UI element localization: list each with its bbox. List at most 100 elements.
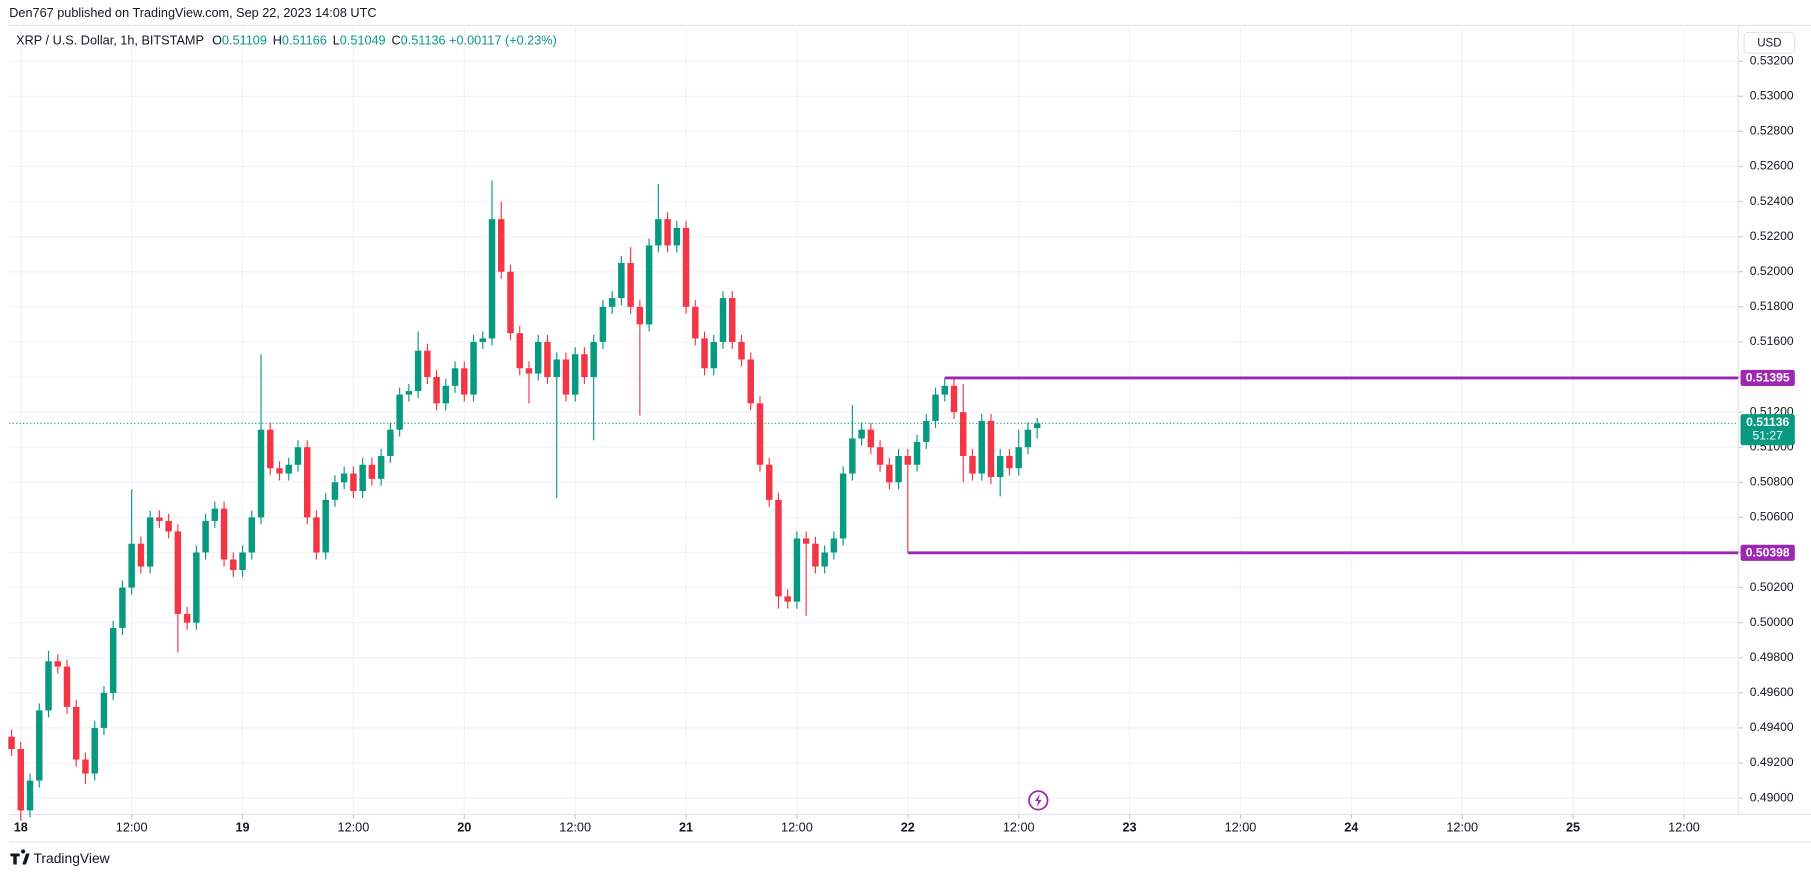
legend-value: 0.51109	[222, 34, 267, 48]
x-tick-label: 12:00	[338, 820, 370, 834]
candle-body	[387, 429, 394, 456]
candle-body	[756, 403, 764, 465]
candle-body	[322, 499, 329, 553]
countdown: 51:27	[1753, 428, 1784, 442]
price-tag	[1740, 414, 1795, 446]
candle-body	[645, 245, 653, 325]
y-tick-label: 0.53000	[1750, 89, 1794, 103]
candle-body	[1006, 455, 1013, 469]
candle-body	[54, 661, 61, 667]
legend-label: O	[212, 34, 222, 48]
brand-logo	[10, 849, 30, 865]
candle-body	[230, 559, 237, 571]
candle-body	[285, 464, 292, 474]
candle-body	[960, 412, 967, 456]
candle-body	[996, 455, 1004, 478]
candle-body	[581, 354, 588, 378]
candle-body	[119, 587, 126, 628]
legend-label: C	[391, 34, 400, 48]
candle-body	[405, 391, 413, 395]
candle-body	[488, 219, 496, 339]
candle-body	[1033, 423, 1041, 429]
candle-body	[193, 552, 200, 623]
symbol-legend: XRP / U.S. Dollar, 1h, BITSTAMP O0.51109…	[16, 34, 557, 48]
candle-body	[729, 298, 736, 342]
candle-body	[1015, 447, 1022, 469]
candle-body	[969, 455, 976, 474]
candle-body	[424, 350, 431, 378]
candle-body	[719, 298, 727, 342]
candle-body	[590, 341, 597, 378]
y-tick-label: 0.51600	[1750, 334, 1794, 348]
y-tick-label: 0.52200	[1750, 229, 1794, 243]
candle-body	[442, 385, 450, 404]
candle-body	[710, 341, 718, 369]
legend-change: +0.00117	[449, 34, 501, 48]
candle-body	[507, 271, 514, 334]
candle-body	[202, 520, 209, 553]
x-tick-label: 19	[235, 820, 249, 834]
candle-body	[313, 517, 320, 553]
candle-body	[498, 219, 505, 272]
candle-body	[156, 517, 163, 521]
candle-body	[562, 359, 570, 395]
candle-body	[849, 438, 856, 474]
candle-body	[876, 447, 884, 465]
legend-value: 0.51136	[401, 34, 446, 48]
currency-button[interactable]	[1743, 31, 1796, 54]
publisher-header: Den767 published on TradingView.com, Sep…	[9, 6, 376, 20]
candle-body	[165, 520, 172, 532]
candle-body	[109, 627, 117, 693]
legend-value: 0.51166	[282, 34, 327, 48]
candle-body	[267, 429, 274, 469]
candle-body	[627, 262, 634, 307]
candle-body	[793, 538, 801, 602]
x-tick-label: 12:00	[1668, 820, 1700, 834]
x-tick-label: 18	[14, 820, 28, 834]
x-tick-label: 12:00	[559, 820, 591, 834]
candle-body	[100, 692, 108, 728]
candle-body	[608, 298, 616, 307]
candle-body	[276, 468, 283, 474]
x-tick-label: 24	[1344, 820, 1358, 834]
level-tag-label: 0.51395	[1746, 371, 1790, 385]
candle-body	[211, 508, 219, 521]
candle-body	[923, 420, 930, 442]
icon-bolt	[1034, 794, 1042, 807]
candle-body	[1024, 429, 1032, 448]
candle-body	[747, 359, 754, 404]
candle-body	[368, 464, 376, 479]
candle-body	[950, 385, 958, 413]
y-tick-label: 0.50200	[1750, 580, 1794, 594]
x-tick-label: 25	[1566, 820, 1580, 834]
candle-body	[414, 350, 422, 392]
x-tick-label: 23	[1123, 820, 1137, 834]
candle-body	[340, 473, 348, 483]
legend-label: H	[273, 34, 282, 48]
x-tick-label: 12:00	[1003, 820, 1035, 834]
candle-body	[331, 482, 339, 500]
x-tick-label: 12:00	[781, 820, 813, 834]
x-tick-label: 12:00	[1446, 820, 1478, 834]
y-tick-label: 0.50000	[1750, 615, 1794, 629]
candle-body	[673, 227, 681, 246]
y-tick-label: 0.53200	[1750, 53, 1794, 67]
candle-body	[895, 455, 902, 483]
candle-body	[682, 227, 690, 307]
y-tick-label: 0.51800	[1750, 299, 1794, 313]
x-tick-label: 12:00	[1225, 820, 1257, 834]
x-tick-label: 22	[901, 820, 915, 834]
candle-body	[867, 429, 875, 448]
candle-body	[941, 385, 949, 395]
currency[interactable]: USD	[1757, 37, 1781, 49]
candle-body	[470, 341, 477, 395]
candle-body	[146, 517, 154, 567]
y-tick-label: 0.49200	[1750, 755, 1794, 769]
candle-body	[618, 262, 625, 299]
candle-body	[525, 368, 533, 374]
candle-body	[765, 464, 773, 500]
candle-body	[239, 552, 246, 571]
candle-body	[451, 368, 459, 386]
candle-body	[886, 464, 893, 483]
candle-body	[516, 333, 523, 369]
